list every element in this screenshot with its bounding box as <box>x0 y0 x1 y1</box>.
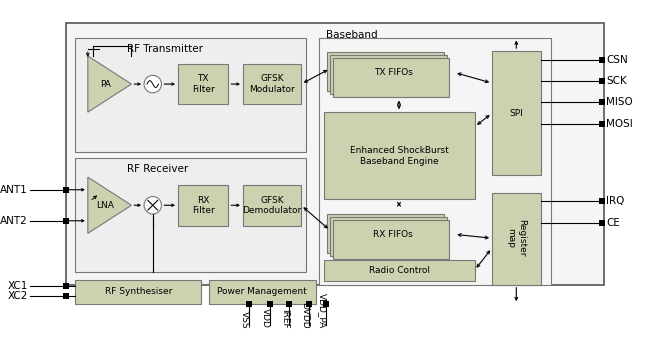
Text: MOSI: MOSI <box>607 119 633 129</box>
Bar <box>209 280 315 304</box>
Text: MISO: MISO <box>607 98 633 107</box>
Text: RF Receiver: RF Receiver <box>127 164 188 174</box>
Bar <box>243 64 301 105</box>
Text: VSS: VSS <box>240 311 249 329</box>
Text: VDD_PA: VDD_PA <box>317 293 326 329</box>
Text: ANT1: ANT1 <box>0 185 27 195</box>
Bar <box>243 185 301 226</box>
Text: TX FIFOs: TX FIFOs <box>374 68 413 77</box>
Text: XC1: XC1 <box>7 281 27 291</box>
Bar <box>492 51 541 175</box>
Bar <box>319 37 551 285</box>
Bar <box>330 217 447 256</box>
Bar <box>333 220 449 258</box>
Text: CSN: CSN <box>607 55 628 65</box>
Text: Power Management: Power Management <box>217 287 307 296</box>
Text: RX FIFOs: RX FIFOs <box>374 230 413 239</box>
Text: Baseband: Baseband <box>326 30 378 40</box>
Text: RF Transmitter: RF Transmitter <box>127 44 202 54</box>
Text: IRQ: IRQ <box>607 196 625 207</box>
Text: XC2: XC2 <box>7 291 27 301</box>
Text: VDD: VDD <box>261 309 270 329</box>
Text: DVDD: DVDD <box>300 302 309 329</box>
Text: GFSK
Modulator: GFSK Modulator <box>249 74 295 94</box>
Text: PA: PA <box>100 79 111 89</box>
Text: SCK: SCK <box>607 76 628 86</box>
Text: ANT2: ANT2 <box>0 216 27 226</box>
Text: GFSK
Demodulator: GFSK Demodulator <box>242 196 302 215</box>
Bar <box>75 37 306 152</box>
Bar <box>325 260 475 281</box>
Bar <box>75 158 306 272</box>
Text: Register
map: Register map <box>507 220 526 257</box>
Bar <box>178 64 229 105</box>
Text: RF Synthesiser: RF Synthesiser <box>104 287 172 296</box>
Text: Radio Control: Radio Control <box>368 266 430 275</box>
Bar <box>327 52 443 91</box>
Bar <box>333 58 449 97</box>
Circle shape <box>144 76 161 93</box>
Text: LNA: LNA <box>97 201 114 210</box>
Text: CE: CE <box>607 218 620 228</box>
Bar <box>65 23 603 285</box>
Text: SPI: SPI <box>509 109 523 118</box>
Text: TX
Filter: TX Filter <box>192 74 215 94</box>
Bar <box>330 55 447 94</box>
Bar <box>75 280 201 304</box>
Bar <box>327 214 443 253</box>
Bar <box>178 185 229 226</box>
Text: IREF: IREF <box>280 309 289 329</box>
Text: RX
Filter: RX Filter <box>192 196 215 215</box>
Bar <box>492 193 541 285</box>
Polygon shape <box>88 56 131 112</box>
Circle shape <box>144 196 161 214</box>
Polygon shape <box>88 177 131 233</box>
Bar <box>325 112 475 199</box>
Text: Enhanced ShockBurst
Baseband Engine: Enhanced ShockBurst Baseband Engine <box>349 146 449 166</box>
